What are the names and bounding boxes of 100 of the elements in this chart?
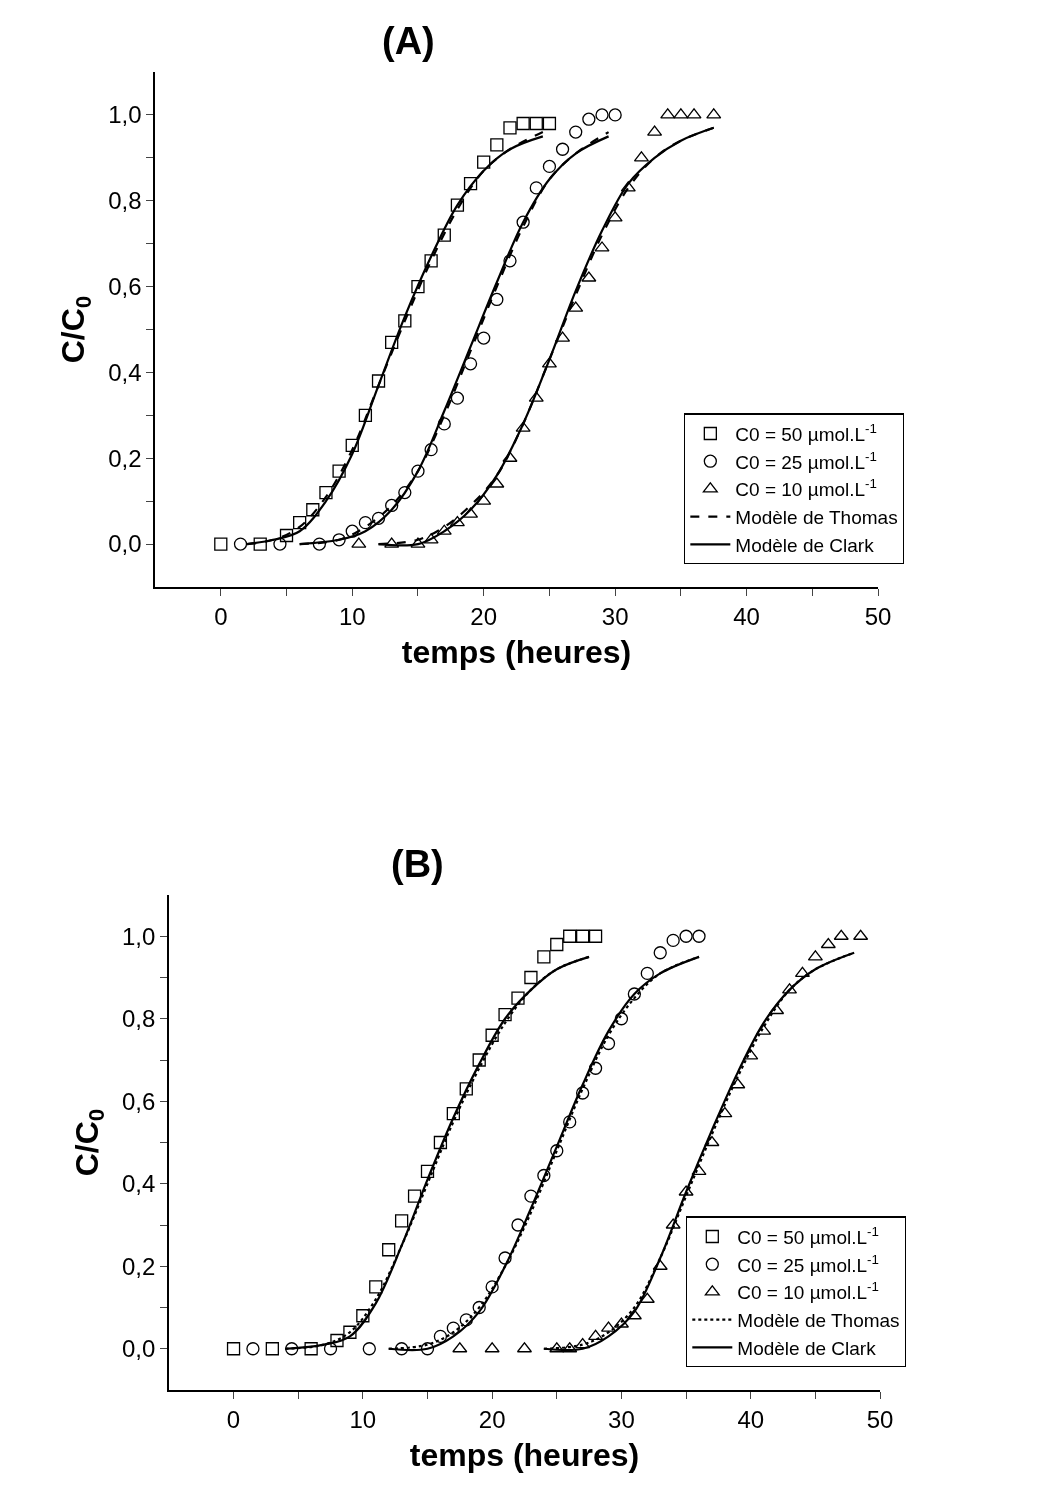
point — [449, 515, 465, 527]
point — [563, 929, 577, 943]
point — [490, 138, 504, 152]
x-tick-label: 10 — [349, 1405, 377, 1433]
x-axis-title: temps (heures) — [409, 1436, 640, 1473]
chart-title: (A) — [382, 20, 435, 62]
point — [485, 1028, 499, 1042]
point — [319, 485, 333, 500]
legend-label: C0 = 25 µmol.L$^{-1}$ — [735, 448, 877, 473]
x-tick-label: 50 — [866, 1405, 894, 1433]
point — [459, 1082, 473, 1096]
point — [542, 159, 557, 174]
point — [285, 1342, 299, 1356]
point — [463, 176, 478, 191]
legend-label: Modèle de Clark — [735, 534, 875, 556]
y-tick-label: 0,2 — [108, 444, 142, 472]
point — [450, 198, 465, 212]
point — [666, 933, 680, 948]
legend-label: Modèle de Thomas — [735, 507, 898, 529]
point — [498, 1251, 512, 1265]
legend-label: C0 = 10 µmol.L$^{-1}$ — [735, 476, 877, 501]
point — [226, 1342, 241, 1356]
point — [595, 108, 609, 122]
point — [511, 991, 525, 1005]
point — [569, 125, 583, 139]
point — [385, 498, 399, 513]
x-tick-label: 50 — [864, 602, 892, 630]
point — [279, 528, 294, 543]
point — [717, 1106, 733, 1118]
point — [420, 1342, 435, 1356]
point — [692, 929, 706, 943]
point — [424, 254, 438, 268]
legend-label: Modèle de Clark — [737, 1337, 877, 1359]
point — [312, 537, 327, 551]
point — [490, 292, 504, 307]
point — [679, 929, 693, 943]
point — [794, 966, 811, 978]
point — [345, 438, 359, 453]
x-tick-label: 20 — [478, 1405, 506, 1433]
point — [516, 215, 530, 229]
point — [516, 116, 530, 131]
point — [563, 1115, 577, 1129]
point — [575, 1337, 591, 1349]
point — [332, 464, 346, 478]
y-tick-label: 0,8 — [108, 187, 142, 215]
point — [332, 533, 346, 547]
point — [394, 1214, 409, 1228]
point — [382, 1243, 396, 1257]
point — [498, 1007, 512, 1022]
point — [433, 1329, 448, 1344]
chart-title: (B) — [391, 843, 444, 885]
point — [503, 121, 517, 135]
point — [362, 1342, 376, 1356]
point — [253, 537, 267, 551]
y-tick-label: 0,6 — [108, 272, 142, 300]
y-tick-label: 0,2 — [121, 1252, 156, 1280]
x-tick-label: 10 — [338, 602, 366, 630]
legend-label: Modèle de Thomas — [737, 1310, 900, 1332]
y-tick-label: 0,4 — [108, 358, 142, 386]
point — [524, 970, 538, 985]
point — [691, 1164, 707, 1176]
point — [704, 1135, 720, 1147]
x-tick-label: 0 — [214, 602, 228, 630]
point — [233, 537, 248, 551]
y-tick-label: 0,4 — [121, 1170, 156, 1198]
y-tick-label: 1,0 — [121, 922, 156, 950]
legend-label: C0 = 50 µmol.L$^{-1}$ — [737, 1223, 879, 1248]
point — [358, 515, 373, 530]
point — [420, 1164, 435, 1179]
point — [446, 1321, 460, 1335]
point — [537, 1168, 551, 1183]
point — [424, 443, 438, 457]
point — [601, 1036, 616, 1051]
point — [304, 1342, 318, 1356]
point — [477, 331, 491, 345]
point — [576, 1086, 590, 1100]
point — [582, 112, 596, 126]
point — [450, 391, 465, 405]
point — [398, 485, 412, 500]
point — [214, 537, 228, 551]
point — [588, 1061, 603, 1075]
x-tick-label: 40 — [737, 1405, 765, 1433]
x-tick-label: 0 — [226, 1405, 241, 1433]
point — [358, 408, 373, 422]
point — [394, 1342, 409, 1356]
point — [407, 1189, 422, 1203]
point — [246, 1342, 260, 1356]
point — [343, 1325, 357, 1339]
x-tick-label: 30 — [608, 1405, 635, 1433]
legend-label: C0 = 25 µmol.L$^{-1}$ — [737, 1251, 879, 1276]
x-axis-title: temps (heures) — [401, 633, 632, 670]
point — [550, 1144, 564, 1158]
legend-label: C0 = 50 µmol.L$^{-1}$ — [735, 420, 877, 445]
point — [588, 929, 603, 943]
point — [437, 228, 451, 242]
point — [446, 1106, 460, 1121]
point — [477, 155, 491, 169]
point — [542, 116, 557, 131]
point — [330, 1333, 344, 1348]
point — [293, 515, 307, 530]
